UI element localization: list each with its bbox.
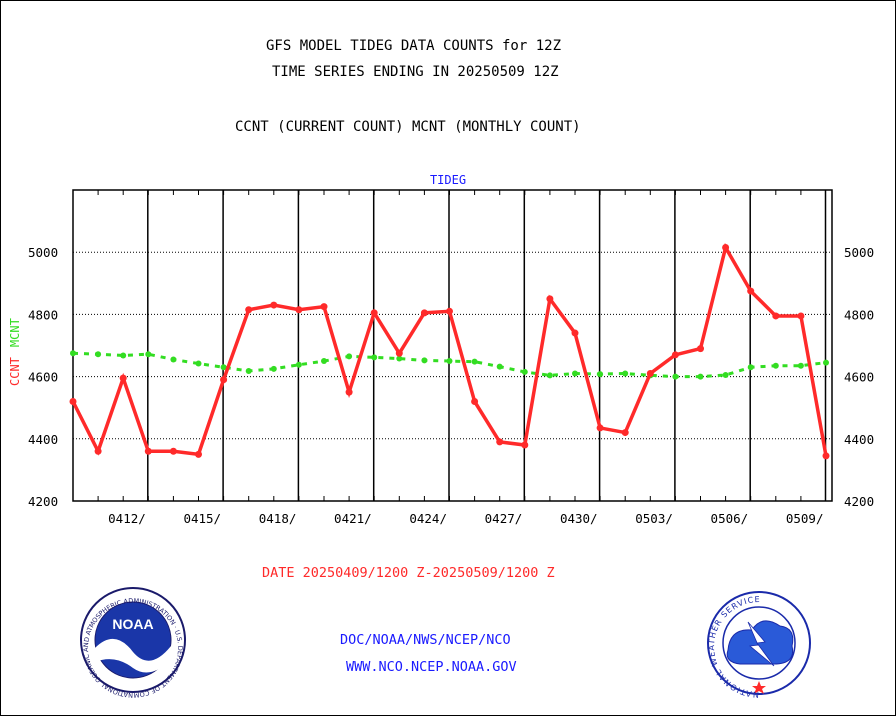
mcnt-point (346, 353, 353, 360)
mcnt-point (622, 370, 629, 377)
mcnt-point (371, 354, 378, 361)
mcnt-point (471, 358, 478, 365)
ccnt-point (596, 424, 604, 432)
ccnt-point (220, 376, 228, 384)
mcnt-point (245, 368, 252, 375)
y-tick-label-right: 4200 (844, 494, 874, 509)
x-tick-label: 0430/ (560, 511, 598, 526)
ccnt-point (69, 397, 77, 405)
ccnt-point (195, 450, 202, 458)
ccnt-point (245, 306, 253, 314)
mcnt-point (697, 373, 704, 380)
y-axis-label-ccnt: CCNT (8, 357, 22, 386)
ccnt-point (169, 447, 177, 455)
ccnt-point (94, 447, 102, 455)
ccnt-point (446, 307, 453, 315)
date-range-label: DATE 20250409/1200 Z-20250509/1200 Z (262, 565, 555, 581)
y-tick-label-right: 4800 (844, 307, 874, 322)
ccnt-point (747, 287, 755, 295)
panel-title: TIDEG (430, 173, 466, 187)
mcnt-point (170, 356, 177, 363)
y-tick-label-left: 4200 (28, 494, 58, 509)
ccnt-point (370, 309, 378, 317)
mcnt-point (722, 372, 729, 379)
ccnt-point (320, 303, 328, 311)
x-tick-label: 0415/ (183, 511, 221, 526)
x-tick-label: 0424/ (409, 511, 447, 526)
mcnt-point (270, 365, 277, 372)
title-line-2: TIME SERIES ENDING IN 20250509 12Z (272, 64, 559, 80)
mcnt-point (295, 361, 302, 368)
mcnt-point (95, 351, 102, 358)
chart-subtitle: CCNT (CURRENT COUNT) MCNT (MONTHLY COUNT… (235, 119, 581, 135)
ccnt-point (797, 312, 805, 320)
mcnt-point (120, 352, 127, 359)
ccnt-point (144, 447, 152, 455)
noaa-logo-text: NOAA (112, 616, 153, 632)
mcnt-point (823, 359, 829, 366)
ccnt-point (822, 452, 830, 460)
y-tick-label-right: 4600 (844, 370, 874, 385)
ccnt-point (646, 369, 654, 377)
x-tick-label: 0421/ (334, 511, 372, 526)
x-tick-label: 0412/ (108, 511, 146, 526)
plot-area (72, 189, 833, 502)
y-axis-label: CCNT MCNT (8, 318, 22, 386)
ccnt-point (621, 429, 629, 437)
mcnt-point (496, 363, 503, 370)
ccnt-point (471, 397, 479, 405)
mcnt-point (145, 351, 152, 358)
ccnt-point (270, 301, 278, 309)
mcnt-point (321, 358, 327, 365)
mcnt-point (70, 350, 76, 357)
ccnt-point (345, 388, 353, 396)
ccnt-point (546, 295, 554, 303)
y-tick-label-left: 5000 (28, 245, 58, 260)
x-tick-label: 0427/ (485, 511, 523, 526)
mcnt-point (747, 364, 754, 371)
ccnt-point (119, 374, 127, 382)
x-tick-label: 0503/ (635, 511, 673, 526)
y-axis-label-mcnt: MCNT (8, 318, 22, 347)
ccnt-point (772, 312, 780, 320)
title-line-1: GFS MODEL TIDEG DATA COUNTS for 12Z (266, 38, 562, 54)
y-tick-label-right: 4400 (844, 432, 874, 447)
ccnt-point (420, 309, 428, 317)
mcnt-point (195, 360, 202, 367)
mcnt-point (572, 370, 578, 377)
mcnt-point (772, 362, 779, 369)
ccnt-point (697, 345, 704, 353)
mcnt-point (546, 372, 553, 379)
mcnt-point (421, 357, 428, 364)
ccnt-point (571, 329, 579, 337)
mcnt-point (672, 373, 679, 380)
ccnt-point (521, 441, 529, 449)
ccnt-point (671, 351, 679, 359)
mcnt-point (220, 364, 227, 371)
mcnt-point (597, 371, 604, 378)
org-line-1: DOC/NOAA/NWS/NCEP/NCO (340, 632, 511, 648)
x-tick-label: 0509/ (786, 511, 824, 526)
y-tick-label-right: 5000 (844, 245, 874, 260)
ccnt-point (722, 244, 730, 252)
x-tick-label: 0418/ (259, 511, 297, 526)
ccnt-point (295, 306, 303, 314)
y-tick-label-left: 4600 (28, 370, 58, 385)
mcnt-point (521, 368, 528, 375)
mcnt-point (446, 358, 453, 365)
x-tick-label: 0506/ (711, 511, 749, 526)
org-line-2: WWW.NCO.NCEP.NOAA.GOV (346, 659, 517, 675)
mcnt-point (797, 362, 804, 369)
y-tick-label-left: 4400 (28, 432, 58, 447)
ccnt-point (395, 349, 403, 357)
ccnt-point (496, 438, 504, 446)
y-tick-label-left: 4800 (28, 307, 58, 322)
mcnt-point (396, 355, 403, 362)
